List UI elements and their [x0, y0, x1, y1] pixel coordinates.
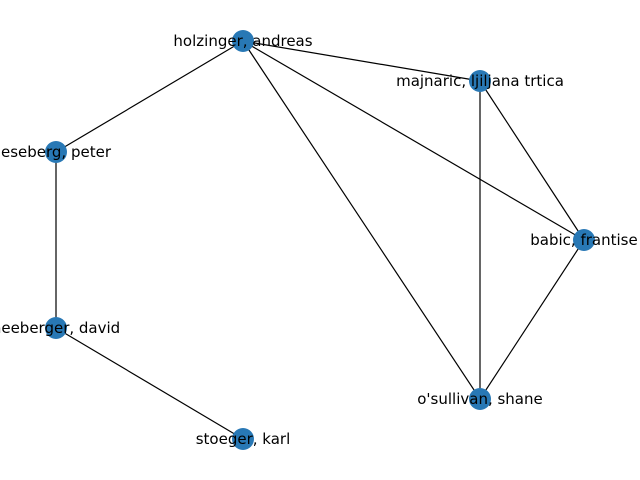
- node-holzinger: [232, 30, 254, 52]
- node-label-majnaric: majnaric, ljiljana trtica: [396, 72, 564, 90]
- node-stoeger: [232, 428, 254, 450]
- edge-holzinger-babic: [242, 40, 585, 241]
- node-label-stoeger: stoeger, karl: [196, 430, 291, 448]
- edge-holzinger-majnaric: [242, 40, 481, 82]
- node-babic: [573, 229, 595, 251]
- edge-holzinger-kieseberg: [55, 40, 244, 153]
- node-kieseberg: [45, 141, 67, 163]
- edge-babic-osullivan: [479, 239, 585, 400]
- labels-layer: holzinger, andreas majnaric, ljiljana trt…: [0, 32, 638, 448]
- nodes-layer: [45, 30, 595, 450]
- node-label-schneeberger: neeberger, david: [0, 319, 120, 337]
- edge-schneeberger-stoeger: [55, 327, 244, 440]
- node-osullivan: [469, 388, 491, 410]
- node-label-osullivan: o'sullivan, shane: [417, 390, 543, 408]
- node-label-kieseberg: eseberg, peter: [1, 143, 112, 161]
- node-schneeberger: [45, 317, 67, 339]
- node-label-babic: babic, frantise: [530, 231, 637, 249]
- edge-majnaric-babic: [479, 80, 585, 241]
- edge-holzinger-osullivan: [242, 40, 481, 400]
- node-label-holzinger: holzinger, andreas: [173, 32, 312, 50]
- edges-layer: [55, 40, 585, 440]
- node-majnaric: [469, 70, 491, 92]
